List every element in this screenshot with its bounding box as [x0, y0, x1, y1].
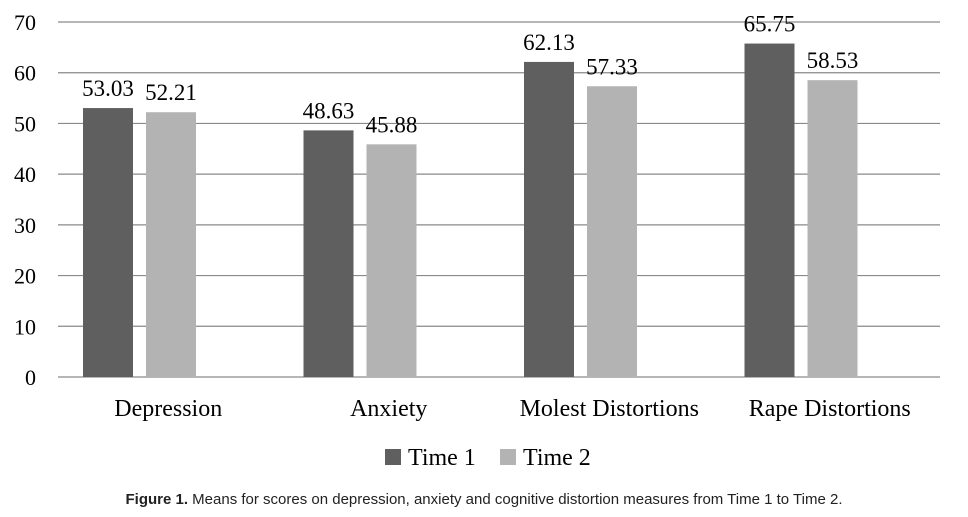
data-label: 45.88	[366, 112, 418, 137]
bars	[83, 43, 858, 378]
bar	[744, 43, 795, 378]
y-tick-label: 0	[25, 365, 36, 390]
data-label: 57.33	[586, 54, 638, 79]
data-label: 62.13	[523, 30, 575, 55]
data-label: 65.75	[744, 12, 796, 37]
bar	[146, 112, 196, 378]
data-label: 48.63	[303, 98, 355, 123]
figure-caption: Figure 1. Means for scores on depression…	[0, 491, 968, 508]
legend-swatch	[385, 449, 401, 465]
category-label: Anxiety	[350, 396, 427, 422]
category-label: Depression	[114, 396, 222, 422]
y-tick-label: 50	[14, 111, 36, 136]
category-label: Molest Distortions	[520, 396, 699, 422]
caption-label: Figure 1.	[125, 491, 189, 508]
y-tick-label: 10	[14, 314, 36, 339]
bar	[587, 86, 637, 377]
y-tick-label: 70	[14, 10, 36, 35]
category-label: Rape Distortions	[749, 396, 911, 422]
legend-swatch	[500, 449, 516, 465]
gridlines	[58, 21, 940, 378]
data-labels: 53.03 52.21 48.63 45.88 62.13 57.33 65.75 58.53	[82, 12, 858, 138]
bar	[83, 108, 133, 378]
data-label: 58.53	[807, 48, 859, 73]
category-labels: Depression Anxiety Molest Distortions Rape …	[114, 396, 910, 422]
data-label: 53.03	[82, 76, 134, 101]
bar	[366, 144, 417, 377]
y-tick-label: 20	[14, 264, 36, 289]
bar	[303, 130, 354, 377]
y-tick-label: 30	[14, 213, 36, 238]
y-axis-ticks: 0 10 20 30 40 50 60 70	[14, 10, 36, 390]
bar	[524, 61, 574, 378]
legend-label: Time 1	[408, 445, 476, 471]
legend: Time 1 Time 2	[385, 445, 591, 471]
data-label: 52.21	[145, 80, 197, 105]
caption-text: Means for scores on depression, anxiety …	[188, 491, 843, 508]
y-tick-label: 60	[14, 61, 36, 86]
bar	[807, 80, 858, 378]
legend-label: Time 2	[523, 445, 591, 471]
y-tick-label: 40	[14, 162, 36, 187]
